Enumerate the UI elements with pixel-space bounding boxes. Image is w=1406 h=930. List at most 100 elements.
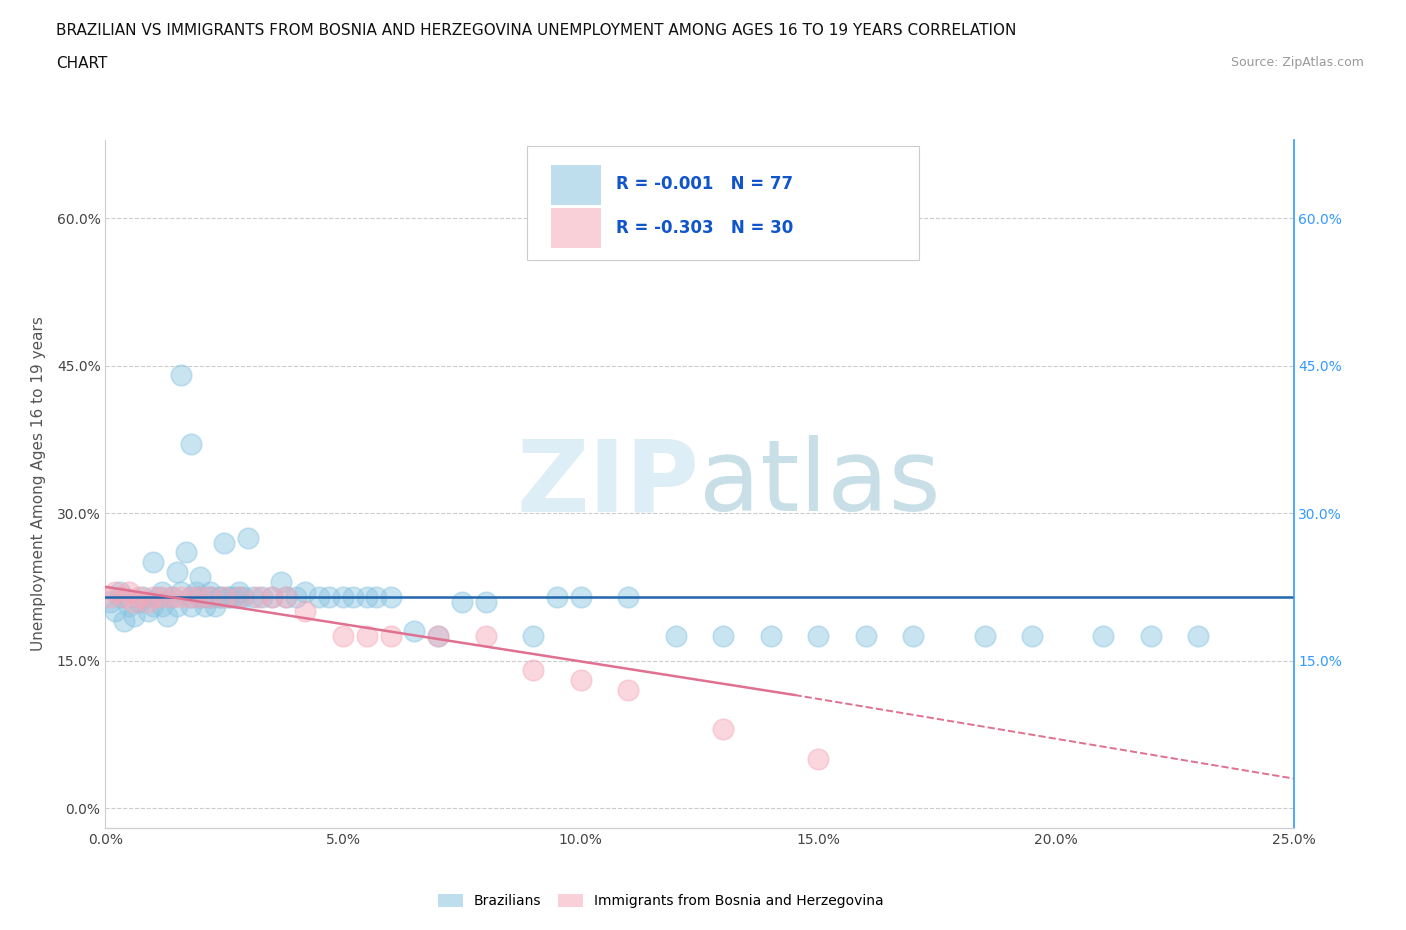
Point — [759, 629, 782, 644]
Point — [180, 590, 202, 604]
Point — [1021, 629, 1043, 644]
FancyBboxPatch shape — [527, 146, 920, 260]
Point — [617, 590, 640, 604]
Point — [190, 590, 212, 604]
FancyBboxPatch shape — [551, 208, 600, 248]
Point — [118, 584, 141, 599]
Point — [318, 590, 340, 604]
Point — [380, 629, 402, 644]
Text: R = -0.303   N = 30: R = -0.303 N = 30 — [616, 219, 793, 236]
Point — [198, 590, 221, 604]
Point — [114, 614, 136, 629]
Point — [474, 594, 496, 609]
Text: CHART: CHART — [56, 56, 108, 71]
Point — [98, 594, 121, 609]
Point — [136, 604, 159, 618]
Point — [132, 590, 155, 604]
Point — [174, 545, 197, 560]
Point — [332, 590, 354, 604]
Point — [228, 590, 250, 604]
Point — [232, 590, 254, 604]
Point — [152, 584, 174, 599]
Point — [252, 590, 274, 604]
Point — [228, 590, 250, 604]
Point — [214, 535, 236, 550]
Point — [190, 590, 212, 604]
Point — [218, 590, 240, 604]
Point — [404, 624, 426, 639]
Point — [180, 437, 202, 452]
Point — [170, 584, 193, 599]
Point — [218, 590, 240, 604]
Point — [427, 629, 450, 644]
Point — [356, 590, 378, 604]
Point — [160, 590, 183, 604]
Point — [122, 609, 145, 624]
Point — [122, 594, 145, 609]
Point — [142, 599, 165, 614]
Point — [108, 584, 131, 599]
Point — [170, 590, 193, 604]
Text: BRAZILIAN VS IMMIGRANTS FROM BOSNIA AND HERZEGOVINA UNEMPLOYMENT AMONG AGES 16 T: BRAZILIAN VS IMMIGRANTS FROM BOSNIA AND … — [56, 23, 1017, 38]
Point — [160, 590, 183, 604]
Point — [104, 604, 127, 618]
Point — [450, 594, 472, 609]
Point — [1187, 629, 1209, 644]
Point — [170, 368, 193, 383]
Point — [190, 569, 212, 584]
Point — [184, 584, 207, 599]
Point — [204, 599, 226, 614]
Point — [194, 599, 217, 614]
Point — [356, 629, 378, 644]
Y-axis label: Unemployment Among Ages 16 to 19 years: Unemployment Among Ages 16 to 19 years — [31, 316, 45, 651]
Point — [308, 590, 330, 604]
Point — [546, 590, 568, 604]
Point — [190, 590, 212, 604]
Point — [118, 599, 141, 614]
Point — [665, 629, 688, 644]
Point — [294, 584, 316, 599]
Point — [228, 584, 250, 599]
Text: atlas: atlas — [700, 435, 941, 532]
Text: ZIP: ZIP — [516, 435, 700, 532]
Point — [114, 590, 136, 604]
Point — [332, 629, 354, 644]
Text: R = -0.001   N = 77: R = -0.001 N = 77 — [616, 175, 793, 193]
Point — [142, 555, 165, 570]
Point — [214, 590, 236, 604]
Legend: Brazilians, Immigrants from Bosnia and Herzegovina: Brazilians, Immigrants from Bosnia and H… — [432, 889, 890, 914]
Point — [208, 590, 231, 604]
Point — [128, 594, 150, 609]
Point — [198, 590, 221, 604]
FancyBboxPatch shape — [551, 165, 600, 205]
Point — [136, 594, 159, 609]
Point — [152, 599, 174, 614]
Point — [108, 590, 131, 604]
Point — [1092, 629, 1115, 644]
Point — [180, 599, 202, 614]
Point — [342, 590, 364, 604]
Point — [569, 590, 592, 604]
Point — [1140, 629, 1163, 644]
Point — [98, 590, 121, 604]
Point — [973, 629, 995, 644]
Point — [242, 590, 264, 604]
Point — [198, 584, 221, 599]
Point — [166, 565, 188, 579]
Point — [198, 590, 221, 604]
Point — [166, 599, 188, 614]
Point — [294, 604, 316, 618]
Point — [903, 629, 925, 644]
Point — [711, 722, 734, 737]
Point — [474, 629, 496, 644]
Point — [427, 629, 450, 644]
Point — [156, 609, 179, 624]
Point — [807, 629, 830, 644]
Point — [617, 683, 640, 698]
Point — [366, 590, 388, 604]
Point — [104, 584, 127, 599]
Point — [569, 672, 592, 687]
Point — [270, 575, 292, 590]
Point — [236, 530, 259, 545]
Point — [222, 590, 245, 604]
